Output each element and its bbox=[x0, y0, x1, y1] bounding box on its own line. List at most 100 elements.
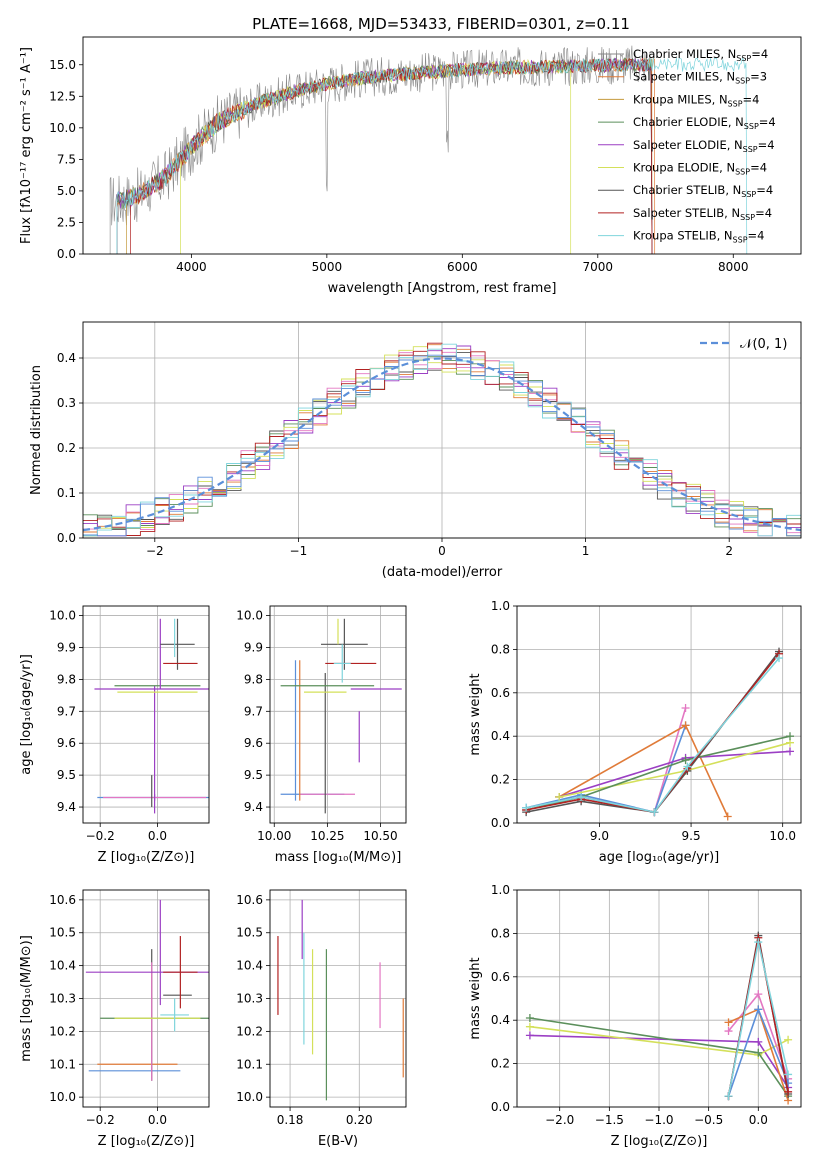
legend-entry: Chabrier STELIB, NSSP=4 bbox=[633, 183, 773, 199]
legend-entry: Salpeter STELIB, NSSP=4 bbox=[633, 206, 772, 222]
y-tick-label: 0.4 bbox=[57, 351, 76, 365]
spectrum-series-line bbox=[130, 57, 653, 254]
weight-marker bbox=[754, 1005, 763, 1014]
panel-weight_vs_age: 9.0 9.5 10.0 0.0 0.2 0.4 0.6 0.8 1.0 age [log₁₀(a… bbox=[468, 599, 802, 865]
panel-residuals: −2 −1 0 1 2 0.0 0.1 0.2 0.3 0.4 (data-model)/error… bbox=[29, 321, 802, 580]
x-tick-label: 10.0 bbox=[769, 829, 796, 843]
weight-marker bbox=[723, 812, 732, 821]
y-axis-label: Flux [fλ10⁻¹⁷ erg cm⁻² s⁻¹ A⁻¹] bbox=[19, 47, 34, 244]
x-tick-label: 6000 bbox=[447, 260, 478, 274]
plot-area bbox=[277, 899, 404, 1101]
y-tick-label: 10.6 bbox=[49, 893, 76, 907]
error-bar-point bbox=[160, 998, 189, 1032]
y-tick-label: 5.0 bbox=[57, 184, 76, 198]
x-tick-label: 4000 bbox=[176, 260, 207, 274]
plot-area bbox=[525, 931, 793, 1105]
weight-marker bbox=[650, 808, 659, 817]
panel-spectrum: 4000 5000 6000 7000 8000 0.0 2.5 5.0 7.5 10.0 12.5… bbox=[19, 36, 802, 296]
y-tick-label: 10.0 bbox=[236, 609, 263, 623]
weight-marker bbox=[525, 1014, 534, 1023]
weight-marker bbox=[754, 1037, 763, 1046]
axes-frame bbox=[269, 889, 407, 1108]
legend-entry: Chabrier ELODIE, NSSP=4 bbox=[633, 115, 776, 131]
x-tick-label: −1.5 bbox=[595, 1113, 624, 1127]
plot-area bbox=[94, 618, 209, 814]
y-tick-label: 9.6 bbox=[57, 736, 76, 750]
legend-entry: Chabrier MILES, NSSP=4 bbox=[633, 47, 768, 63]
x-axis-label: mass [log₁₀(M/M⊙)] bbox=[275, 850, 402, 865]
x-tick-label: 10.25 bbox=[310, 829, 344, 843]
panel-mass_vs_Z: −0.2 0.0 10.0 10.1 10.2 10.3 10.4 10.5 10.6 Z [lo… bbox=[19, 889, 210, 1149]
y-tick-label: 0.4 bbox=[491, 729, 510, 743]
y-tick-label: 10.0 bbox=[49, 609, 76, 623]
y-tick-label: 10.3 bbox=[49, 992, 76, 1006]
residual-histogram bbox=[83, 343, 801, 537]
weight-marker bbox=[754, 938, 763, 947]
y-tick-label: 0.8 bbox=[491, 642, 510, 656]
x-tick-label: 0 bbox=[438, 544, 446, 558]
x-tick-label: −2 bbox=[146, 544, 164, 558]
weight-marker bbox=[784, 1035, 793, 1044]
weight-series-line bbox=[526, 651, 780, 813]
plot-area bbox=[522, 647, 795, 821]
weight-series-line bbox=[526, 657, 780, 813]
weight-marker bbox=[681, 756, 690, 765]
y-tick-label: 1.0 bbox=[491, 599, 510, 613]
y-tick-label: 10.2 bbox=[236, 1024, 263, 1038]
spectrum-legend: Chabrier MILES, NSSP=4 Salpeter MILES, NS… bbox=[598, 47, 776, 245]
x-tick-label: −1 bbox=[290, 544, 308, 558]
y-tick-label: 0.2 bbox=[57, 441, 76, 455]
y-tick-label: 0.0 bbox=[57, 247, 76, 261]
x-tick-label: 0.18 bbox=[277, 1113, 304, 1127]
x-axis-label: Z [log₁₀(Z/Z⊙)] bbox=[611, 1134, 708, 1149]
weight-series-line bbox=[526, 653, 780, 813]
y-tick-label: 0.4 bbox=[491, 1013, 510, 1027]
weight-marker bbox=[724, 1027, 733, 1036]
y-tick-label: 10.0 bbox=[49, 121, 76, 135]
y-tick-label: 10.3 bbox=[236, 992, 263, 1006]
spectrum-series-line bbox=[126, 59, 653, 254]
x-tick-label: −0.5 bbox=[694, 1113, 723, 1127]
x-axis-label: Z [log₁₀(Z/Z⊙)] bbox=[98, 850, 195, 865]
y-tick-label: 0.6 bbox=[491, 686, 510, 700]
x-tick-label: −1.0 bbox=[644, 1113, 673, 1127]
axes-frame bbox=[82, 321, 802, 539]
y-tick-label: 0.6 bbox=[491, 970, 510, 984]
panel-weight_vs_Z: −2.0 −1.5 −1.0 −0.5 0.0 0.0 0.2 0.4 0.6 0.8 1.0 Z [… bbox=[468, 883, 802, 1149]
axes-frame bbox=[82, 889, 210, 1108]
x-tick-label: 2 bbox=[725, 544, 733, 558]
weight-marker bbox=[786, 732, 795, 741]
x-tick-label: 0.0 bbox=[148, 1113, 167, 1127]
weight-marker bbox=[786, 747, 795, 756]
legend-entry: Kroupa STELIB, NSSP=4 bbox=[633, 229, 764, 245]
spectrum-series-line bbox=[116, 57, 653, 254]
plot-area bbox=[109, 45, 748, 254]
y-axis-label: mass weight bbox=[468, 957, 483, 1039]
x-tick-label: −0.2 bbox=[86, 829, 115, 843]
weight-marker bbox=[525, 1022, 534, 1031]
plot-area bbox=[85, 899, 209, 1081]
weight-marker bbox=[784, 1087, 793, 1096]
axes-frame bbox=[82, 36, 802, 255]
y-tick-label: 0.2 bbox=[491, 1057, 510, 1071]
x-tick-label: 10.00 bbox=[257, 829, 291, 843]
y-tick-label: 9.7 bbox=[244, 704, 263, 718]
weight-series-line bbox=[558, 741, 791, 798]
x-tick-label: 0.0 bbox=[749, 1113, 768, 1127]
y-tick-label: 0.0 bbox=[57, 531, 76, 545]
error-bar-point bbox=[321, 618, 368, 670]
y-tick-label: 9.7 bbox=[57, 704, 76, 718]
y-tick-label: 10.0 bbox=[49, 1090, 76, 1104]
y-axis-label: Normed distribution bbox=[29, 365, 44, 495]
legend-entry: Salpeter ELODIE, NSSP=4 bbox=[633, 138, 775, 154]
plot-area bbox=[280, 618, 402, 814]
y-tick-label: 0.0 bbox=[491, 816, 510, 830]
weight-series-line bbox=[526, 735, 791, 811]
y-tick-label: 0.8 bbox=[491, 926, 510, 940]
panel-mass_vs_ebv: 0.18 0.20 10.0 10.1 10.2 10.3 10.4 10.5 10.6 E(B-… bbox=[236, 889, 407, 1149]
x-tick-label: 0.20 bbox=[346, 1113, 373, 1127]
weight-marker bbox=[724, 1018, 733, 1027]
legend-entry: Kroupa ELODIE, NSSP=4 bbox=[633, 161, 767, 177]
x-tick-label: 8000 bbox=[718, 260, 749, 274]
